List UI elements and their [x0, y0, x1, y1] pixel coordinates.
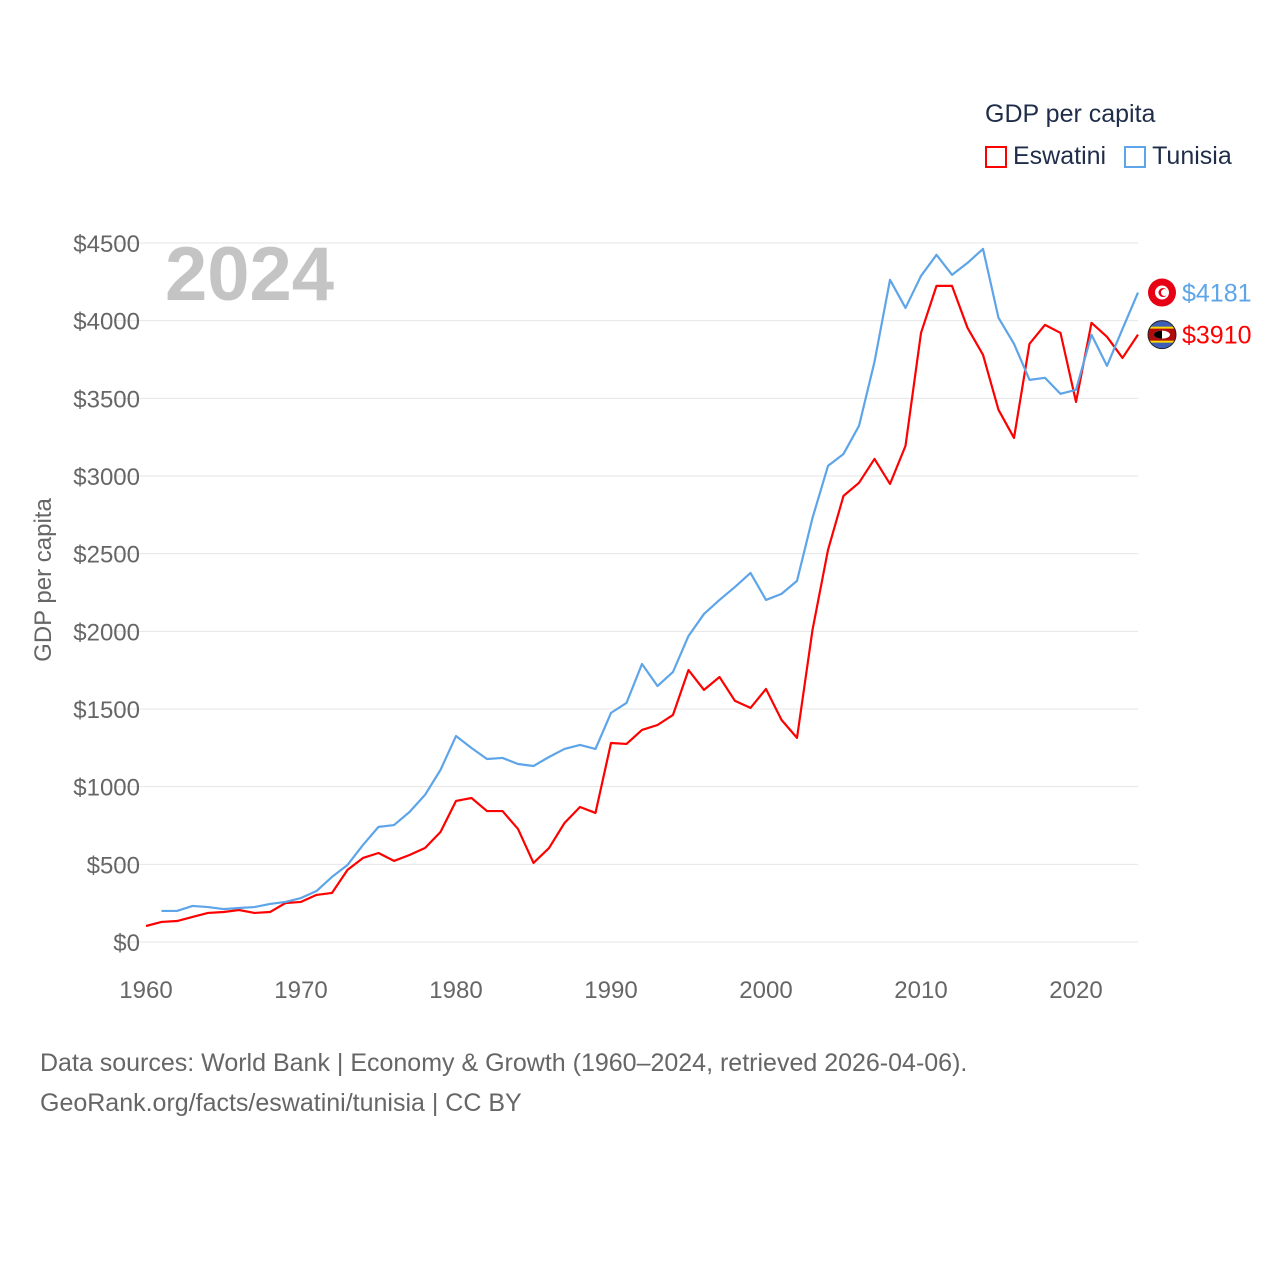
tunisia-flag-icon [1148, 278, 1176, 307]
y-tick-label: $2500 [73, 542, 140, 569]
y-tick-label: $500 [87, 852, 140, 879]
x-tick-label: 1980 [429, 977, 482, 1004]
legend-swatch-tunisia [1124, 145, 1147, 168]
x-tick-label: 2000 [739, 977, 792, 1004]
end-value-label-tunisia: $4181 [1182, 280, 1252, 308]
y-axis-label: GDP per capita [30, 498, 57, 662]
y-tick-label: $1000 [73, 775, 140, 802]
x-tick-label: 2010 [894, 977, 947, 1004]
year-watermark: 2024 [165, 232, 334, 317]
legend-title: GDP per capita [985, 100, 1156, 128]
source-line-2[interactable]: GeoRank.org/facts/eswatini/tunisia | CC … [40, 1089, 522, 1117]
x-tick-label: 1970 [274, 977, 327, 1004]
legend-label: Eswatini [1013, 142, 1107, 170]
y-tick-label: $1500 [73, 697, 140, 724]
legend-item-eswatini[interactable]: Eswatini [985, 142, 1106, 171]
source-note: Data sources: World Bank | Economy & Gro… [40, 1043, 967, 1123]
y-tick-label: $4000 [73, 309, 140, 336]
legend-label: Tunisia [1152, 142, 1232, 170]
y-tick-label: $2000 [73, 619, 140, 646]
x-tick-label: 1960 [119, 977, 172, 1004]
legend-item-tunisia[interactable]: Tunisia [1124, 142, 1232, 171]
y-tick-label: $3000 [73, 464, 140, 491]
x-tick-label: 2020 [1049, 977, 1102, 1004]
y-tick-label: $4500 [73, 231, 140, 258]
source-line-1: Data sources: World Bank | Economy & Gro… [40, 1049, 968, 1077]
legend: Eswatini Tunisia [985, 142, 1232, 171]
eswatini-flag-icon [1147, 320, 1177, 350]
y-tick-label: $3500 [73, 386, 140, 413]
x-tick-label: 1990 [584, 977, 637, 1004]
legend-swatch-eswatini [985, 145, 1007, 168]
series-line-tunisia[interactable] [161, 247, 1140, 913]
series-line-eswatini[interactable] [145, 284, 1139, 928]
end-value-label-eswatini: $3910 [1182, 322, 1252, 350]
y-tick-label: $0 [113, 930, 140, 957]
